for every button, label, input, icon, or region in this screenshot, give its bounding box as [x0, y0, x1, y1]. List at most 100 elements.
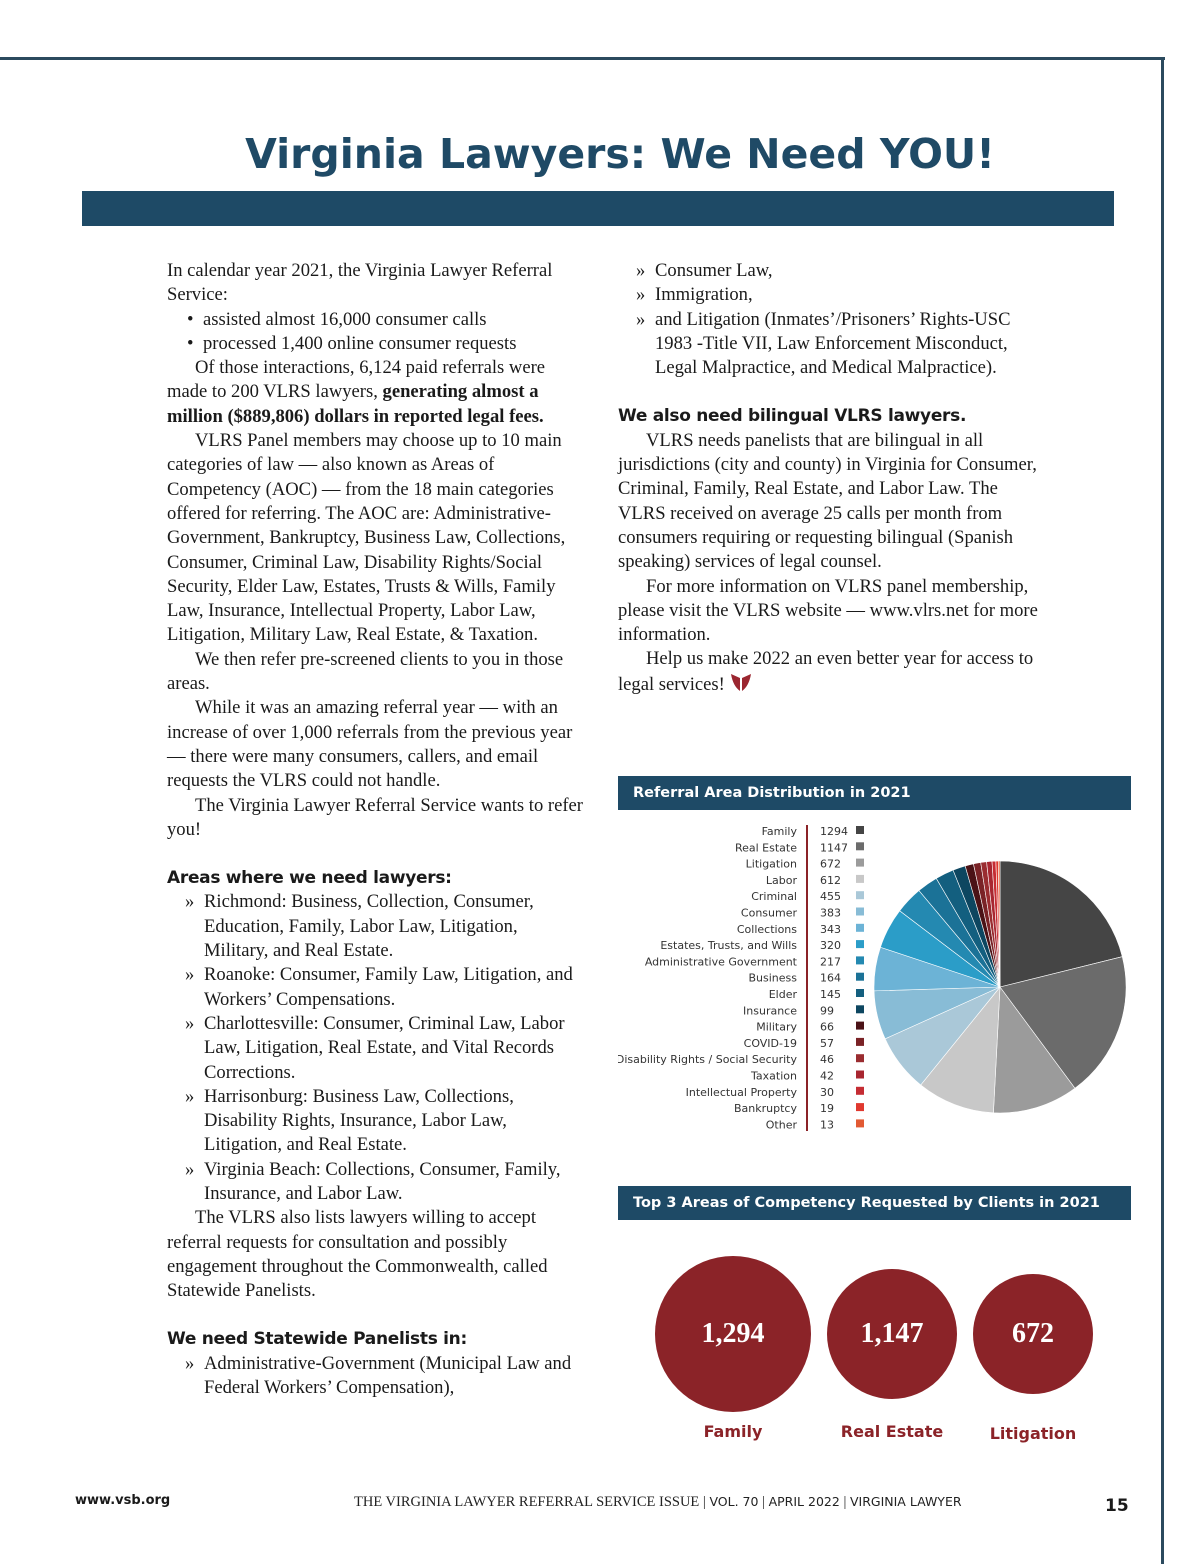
legend-swatch [856, 1070, 864, 1079]
pie-slice-family [999, 860, 1123, 988]
legend-label: Military [756, 1021, 797, 1034]
pie-chart-title: Referral Area Distribution in 2021 [618, 776, 1131, 810]
frame-rule-top [0, 57, 1165, 60]
legend-label: Bankruptcy [734, 1102, 797, 1115]
legend-value: 46 [820, 1053, 834, 1066]
legend-label: Business [748, 972, 797, 985]
bold-text: generating almost a million ($889,806) d… [167, 381, 544, 427]
legend-swatch [856, 972, 864, 981]
footer-volume: VOL. 70 [709, 1494, 759, 1509]
list-item: Harrisonburg: Business Law, Collections,… [167, 1085, 585, 1158]
legend-label: Other [766, 1118, 798, 1131]
legend-value: 99 [820, 1004, 834, 1017]
footer-date: APRIL 2022 [768, 1494, 840, 1509]
legend-value: 66 [820, 1021, 834, 1034]
paragraph: While it was an amazing referral year — … [167, 697, 573, 792]
pie-slice-real-estate [999, 956, 1127, 1089]
legend-swatch [856, 891, 864, 900]
paragraph: VLRS Panel members may choose up to 10 m… [167, 430, 566, 646]
legend-swatch [856, 1021, 864, 1030]
vsb-shield-logo-icon [730, 673, 751, 691]
paragraph: VLRS needs panelists that are bilingual … [618, 429, 1037, 573]
legend-swatch [856, 1119, 864, 1128]
legend-value: 57 [820, 1037, 834, 1050]
legend-label: Taxation [750, 1070, 797, 1083]
legend-swatch [856, 907, 864, 916]
areas-heading: Areas where we need lawyers: [167, 868, 452, 889]
pie-slice-litigation [993, 986, 1076, 1114]
legend-swatch [856, 989, 864, 997]
legend-value: 217 [820, 955, 841, 968]
list-item: processed 1,400 online consumer requests [167, 332, 585, 357]
legend-value: 145 [820, 988, 841, 1001]
page-number: 15 [1105, 1496, 1129, 1516]
pie-slice-other [998, 860, 1001, 988]
legend-swatch [856, 1005, 864, 1014]
title-banner [82, 191, 1114, 226]
legend-value: 343 [820, 923, 841, 936]
list-item: Administrative-Government (Municipal Law… [167, 1352, 585, 1401]
list-item: Roanoke: Consumer, Family Law, Litigatio… [167, 963, 585, 1012]
legend-value: 320 [820, 939, 841, 952]
text: Of those interactions, 6,124 paid referr… [167, 357, 546, 403]
legend-label: Consumer [741, 907, 798, 920]
legend-swatch [856, 1054, 864, 1063]
legend-label: Elder [769, 988, 798, 1001]
legend-swatch [856, 923, 864, 932]
legend-value: 164 [820, 972, 841, 985]
top3-label-family: Family [703, 1422, 763, 1441]
intro: In calendar year 2021, the Virginia Lawy… [167, 260, 553, 306]
text: Help us make 2022 an even better year fo… [618, 648, 1034, 695]
list-item: Richmond: Business, Collection, Consumer… [167, 890, 585, 963]
legend-value: 672 [820, 858, 841, 871]
legend-value: 30 [820, 1086, 834, 1099]
list-item: Immigration, [618, 283, 1038, 308]
legend-value: 455 [820, 890, 841, 903]
footer-issue: THE VIRGINIA LAWYER REFERRAL SERVICE ISS… [354, 1494, 700, 1510]
left-column: In calendar year 2021, the Virginia Lawy… [167, 259, 585, 1400]
legend-label: Family [762, 825, 798, 838]
legend-label: Labor [766, 874, 798, 887]
legend-label: Insurance [743, 1004, 797, 1017]
paragraph: The VLRS also lists lawyers willing to a… [167, 1207, 548, 1302]
legend-value: 612 [820, 874, 841, 887]
legend-swatch [856, 1086, 864, 1095]
page-title: Virginia Lawyers: We Need YOU! [245, 130, 995, 178]
legend-label: Estates, Trusts, and Wills [660, 939, 797, 952]
legend-swatch [856, 956, 864, 965]
legend-value: 42 [820, 1070, 834, 1083]
legend-value: 19 [820, 1102, 834, 1115]
bilingual-heading: We also need bilingual VLRS lawyers. [618, 406, 967, 427]
paragraph: The Virginia Lawyer Referral Service wan… [167, 794, 583, 840]
legend-label: Collections [737, 923, 797, 936]
legend-label: Litigation [746, 858, 797, 871]
right-column: Consumer Law, Immigration, and Litigatio… [618, 259, 1038, 697]
list-item: Charlottesville: Consumer, Criminal Law,… [167, 1012, 585, 1085]
list-item: and Litigation (Inmates’/Prisoners’ Righ… [618, 308, 1038, 381]
list-item: assisted almost 16,000 consumer calls [167, 308, 585, 333]
list-item: Virginia Beach: Collections, Consumer, F… [167, 1158, 585, 1207]
top3-circle-real-estate: 1,147 [827, 1269, 957, 1399]
footer-issue-line: THE VIRGINIA LAWYER REFERRAL SERVICE ISS… [354, 1494, 962, 1510]
paragraph: We then refer pre-screened clients to yo… [167, 648, 564, 695]
legend-value: 1147 [820, 841, 848, 854]
top3-label-litigation: Litigation [989, 1424, 1077, 1443]
legend-swatch [856, 874, 864, 883]
paragraph: For more information on VLRS panel membe… [618, 575, 1038, 646]
legend-label: COVID-19 [744, 1037, 797, 1050]
legend-swatch [856, 858, 864, 867]
legend-swatch [856, 1103, 864, 1112]
top3-circle-family: 1,294 [655, 1256, 811, 1412]
paragraph: Of those interactions, 6,124 paid referr… [167, 356, 585, 429]
legend-value: 13 [820, 1118, 834, 1131]
pie-slice-labor [920, 986, 1001, 1114]
footer-publication: VIRGINIA LAWYER [849, 1494, 962, 1509]
top3-circle-litigation: 672 [973, 1274, 1093, 1394]
legend-label: Administrative Government [645, 955, 798, 968]
legend-swatch [856, 826, 864, 834]
footer-website: www.vsb.org [75, 1493, 171, 1508]
legend-swatch [856, 842, 864, 851]
legend-value: 383 [820, 907, 841, 920]
legend-label: Real Estate [735, 841, 797, 854]
frame-rule-right [1161, 57, 1164, 1564]
